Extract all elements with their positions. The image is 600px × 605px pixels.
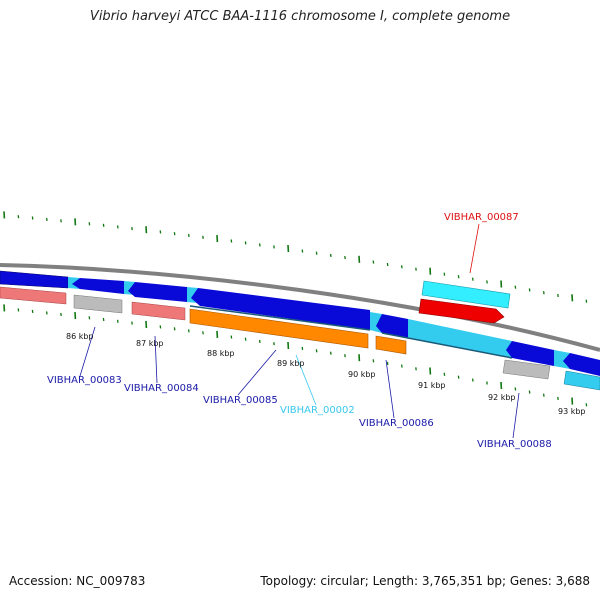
leader-vibhar-00086 <box>386 360 394 418</box>
gene-feature-orange-2[interactable] <box>376 336 406 354</box>
kbp-label-93: 93 kbp <box>558 407 586 416</box>
gene-feature-pink-1[interactable] <box>0 287 66 304</box>
leader-vibhar-00087 <box>470 224 479 273</box>
gene-label-vibhar-00002[interactable]: VIBHAR_00002 <box>280 405 355 416</box>
gene-label-vibhar-00085[interactable]: VIBHAR_00085 <box>203 395 278 406</box>
map-title: Vibrio harveyi ATCC BAA-1116 chromosome … <box>0 9 600 24</box>
accession-text: Accession: NC_009783 <box>9 574 145 588</box>
gene-feature-blue-3[interactable] <box>128 282 187 302</box>
kbp-label-91: 91 kbp <box>418 381 446 390</box>
gene-feature-gray-1[interactable] <box>74 295 122 313</box>
kbp-label-89: 89 kbp <box>277 359 305 368</box>
gene-label-vibhar-00084[interactable]: VIBHAR_00084 <box>124 383 199 394</box>
kbp-label-92: 92 kbp <box>488 393 516 402</box>
leader-vibhar-00085 <box>238 350 276 395</box>
kbp-label-86: 86 kbp <box>66 332 94 341</box>
outer-features <box>419 281 510 323</box>
gene-label-vibhar-00083[interactable]: VIBHAR_00083 <box>47 375 122 386</box>
gene-feature-pink-2[interactable] <box>132 302 185 320</box>
gene-label-vibhar-00087[interactable]: VIBHAR_00087 <box>444 212 519 223</box>
genome-track-group: 86 kbp 87 kbp 88 kbp 89 kbp 90 kbp 91 kb… <box>0 211 600 450</box>
kbp-label-90: 90 kbp <box>348 370 376 379</box>
kbp-label-88: 88 kbp <box>207 349 235 358</box>
gene-feature-blue-2[interactable] <box>72 278 124 294</box>
gene-label-vibhar-00088[interactable]: VIBHAR_00088 <box>477 439 552 450</box>
kbp-label-87: 87 kbp <box>136 339 164 348</box>
gene-feature-blue-1[interactable] <box>0 271 68 288</box>
gene-label-vibhar-00086[interactable]: VIBHAR_00086 <box>359 418 434 429</box>
genome-summary-text: Topology: circular; Length: 3,765,351 bp… <box>260 574 590 588</box>
